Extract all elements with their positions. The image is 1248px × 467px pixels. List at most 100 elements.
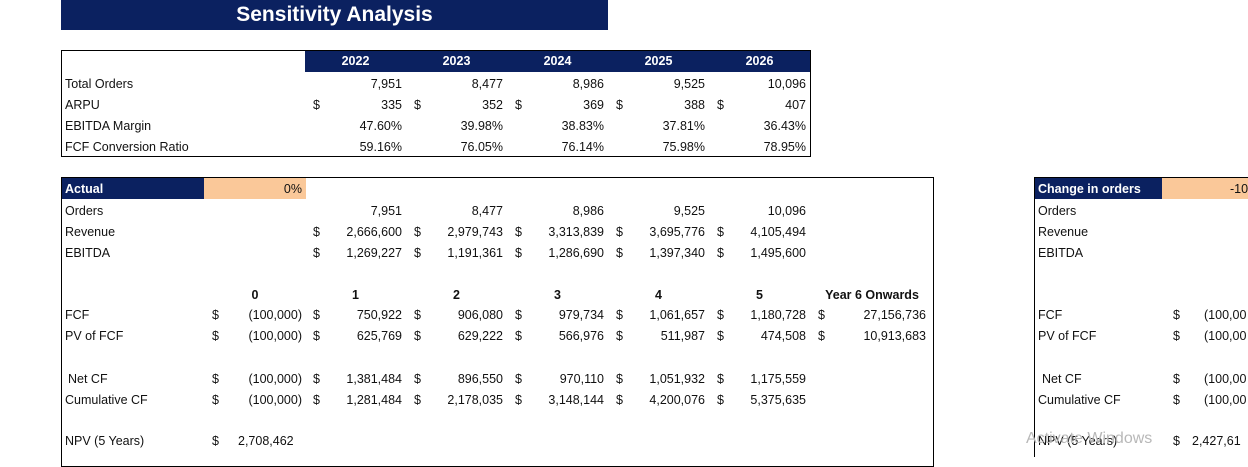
currency-symbol: $ — [515, 246, 522, 260]
orders-cell[interactable]: 10,096 — [767, 204, 806, 218]
pv-fcf-cell[interactable]: 511,987 — [660, 329, 705, 343]
currency-symbol: $ — [313, 98, 320, 112]
currency-symbol: $ — [717, 246, 724, 260]
cell-value[interactable]: 369 — [583, 98, 604, 112]
revenue-cell[interactable]: 2,979,743 — [447, 225, 503, 239]
cell-value[interactable]: 8,986 — [572, 77, 604, 91]
period-header: 2 — [453, 288, 460, 302]
cell-value[interactable]: 59.16% — [359, 140, 402, 154]
cell-value[interactable]: 8,477 — [471, 77, 503, 91]
period-header: 0 — [251, 288, 259, 302]
ebitda-cell[interactable]: 1,269,227 — [346, 246, 402, 260]
cell-value[interactable]: 388 — [684, 98, 705, 112]
fcf-cell[interactable]: 1,180,728 — [750, 308, 806, 322]
pv-fcf-cell[interactable]: 625,769 — [356, 329, 402, 343]
net-cf-cell[interactable]: 1,051,932 — [649, 372, 705, 386]
currency-symbol: $ — [313, 246, 320, 260]
change-npv-value[interactable]: 2,427,61 — [1192, 434, 1241, 448]
page-title: Sensitivity Analysis — [236, 3, 433, 26]
cum-cf-cell[interactable]: 1,281,484 — [346, 393, 402, 407]
cum-cf-cell[interactable]: 2,178,035 — [447, 393, 503, 407]
cell-value[interactable]: 10,096 — [767, 77, 806, 91]
row-label: EBITDA Margin — [65, 119, 152, 133]
cell-value[interactable]: 36.43% — [763, 119, 806, 133]
ebitda-cell[interactable]: 1,286,690 — [548, 246, 604, 260]
fcf-cell[interactable]: 750,922 — [356, 308, 402, 322]
fcf-cell[interactable]: 906,080 — [457, 308, 503, 322]
cell-value[interactable]: 75.98% — [662, 140, 705, 154]
actual-pct-input[interactable]: 0% — [204, 178, 306, 199]
row-label-ebitda: EBITDA — [65, 246, 111, 260]
currency-symbol: $ — [313, 329, 320, 343]
change-cum-cf-cell[interactable]: (100,00 — [1204, 393, 1247, 407]
currency-symbol: $ — [414, 246, 421, 260]
net-cf-cell[interactable]: 896,550 — [457, 372, 503, 386]
cell-value[interactable]: 39.98% — [460, 119, 503, 133]
period-header: 3 — [554, 288, 561, 302]
revenue-cell[interactable]: 4,105,494 — [750, 225, 806, 239]
cell-value[interactable]: 78.95% — [763, 140, 806, 154]
orders-cell[interactable]: 8,986 — [572, 204, 604, 218]
cell-value[interactable]: 47.60% — [359, 119, 402, 133]
ebitda-cell[interactable]: 1,397,340 — [649, 246, 705, 260]
activate-windows-watermark: Activate Windows — [1026, 430, 1153, 447]
orders-cell[interactable]: 7,951 — [370, 204, 402, 218]
fcf-cell[interactable]: 27,156,736 — [863, 308, 926, 322]
year-header: 2024 — [543, 54, 572, 68]
cell-value[interactable]: 37.81% — [662, 119, 705, 133]
currency-symbol: $ — [212, 393, 219, 407]
change-pv-fcf-cell[interactable]: (100,00 — [1204, 329, 1247, 343]
net-cf-cell[interactable]: 1,381,484 — [346, 372, 402, 386]
cum-cf-cell[interactable]: 3,148,144 — [548, 393, 604, 407]
currency-symbol: $ — [212, 329, 219, 343]
currency-symbol: $ — [1173, 434, 1180, 448]
currency-symbol: $ — [515, 372, 522, 386]
fcf-cell[interactable]: (100,000) — [248, 308, 302, 322]
revenue-cell[interactable]: 3,313,839 — [548, 225, 604, 239]
orders-cell[interactable]: 9,525 — [673, 204, 705, 218]
pv-fcf-cell[interactable]: 474,508 — [760, 329, 806, 343]
pv-fcf-cell[interactable]: 10,913,683 — [863, 329, 926, 343]
cell-value[interactable]: 9,525 — [673, 77, 705, 91]
cell-value[interactable]: 38.83% — [561, 119, 604, 133]
currency-symbol: $ — [616, 98, 623, 112]
npv-value[interactable]: 2,708,462 — [238, 434, 294, 448]
cell-value[interactable]: 76.05% — [460, 140, 503, 154]
ebitda-cell[interactable]: 1,495,600 — [750, 246, 806, 260]
net-cf-cell[interactable]: 1,175,559 — [750, 372, 806, 386]
change-fcf-cell[interactable]: (100,00 — [1204, 308, 1247, 322]
cum-cf-cell[interactable]: 5,375,635 — [750, 393, 806, 407]
pv-fcf-cell[interactable]: (100,000) — [248, 329, 302, 343]
orders-cell[interactable]: 8,477 — [471, 204, 503, 218]
currency-symbol: $ — [313, 225, 320, 239]
change-header: Change in orders — [1035, 178, 1162, 199]
net-cf-cell[interactable]: 970,110 — [559, 372, 604, 386]
change-pct-value: -10 — [1230, 182, 1248, 196]
cum-cf-cell[interactable]: (100,000) — [248, 393, 302, 407]
revenue-cell[interactable]: 2,666,600 — [346, 225, 402, 239]
fcf-cell[interactable]: 979,734 — [558, 308, 604, 322]
net-cf-cell[interactable]: (100,000) — [248, 372, 302, 386]
fcf-cell[interactable]: 1,061,657 — [649, 308, 705, 322]
row-label-fcf: FCF — [65, 308, 90, 322]
pv-fcf-cell[interactable]: 566,976 — [558, 329, 604, 343]
currency-symbol: $ — [717, 225, 724, 239]
change-net-cf-cell[interactable]: (100,00 — [1204, 372, 1247, 386]
cum-cf-cell[interactable]: 4,200,076 — [649, 393, 705, 407]
revenue-cell[interactable]: 3,695,776 — [649, 225, 705, 239]
cell-value[interactable]: 407 — [785, 98, 806, 112]
change-pct-input[interactable]: -10 — [1162, 178, 1248, 199]
cell-value[interactable]: 76.14% — [561, 140, 604, 154]
pv-fcf-cell[interactable]: 629,222 — [457, 329, 503, 343]
ebitda-cell[interactable]: 1,191,361 — [447, 246, 503, 260]
top-table — [61, 50, 811, 157]
currency-symbol: $ — [616, 308, 623, 322]
cell-value[interactable]: 7,951 — [370, 77, 402, 91]
currency-symbol: $ — [616, 372, 623, 386]
cell-value[interactable]: 335 — [381, 98, 402, 112]
period-header: Year 6 Onwards — [825, 288, 919, 302]
currency-symbol: $ — [616, 329, 623, 343]
currency-symbol: $ — [717, 372, 724, 386]
cell-value[interactable]: 352 — [482, 98, 503, 112]
currency-symbol: $ — [818, 308, 825, 322]
